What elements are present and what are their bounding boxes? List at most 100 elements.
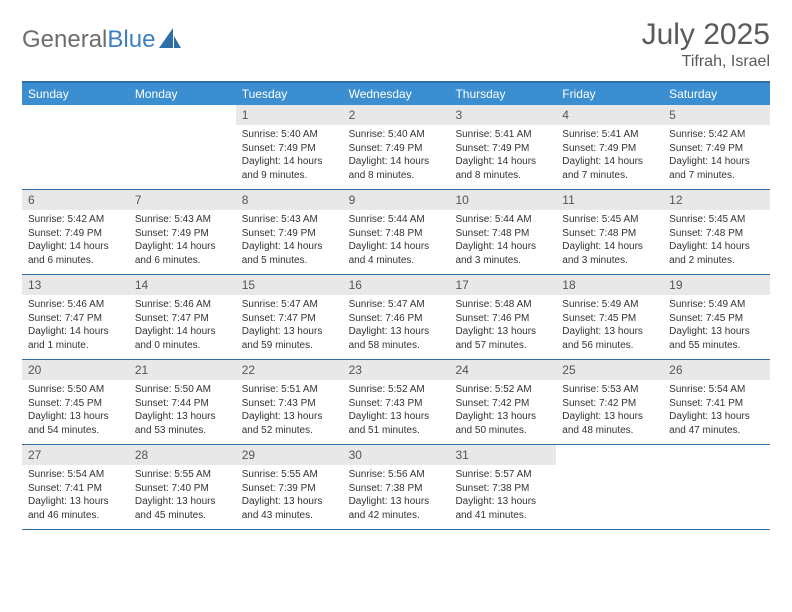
sunset-line: Sunset: 7:49 PM (669, 142, 764, 156)
day-cell: 11Sunrise: 5:45 AMSunset: 7:48 PMDayligh… (556, 190, 663, 274)
daylight-line: Daylight: 13 hours and 52 minutes. (242, 410, 337, 437)
day-number: 9 (343, 190, 450, 210)
day-number: 22 (236, 360, 343, 380)
day-cell: 7Sunrise: 5:43 AMSunset: 7:49 PMDaylight… (129, 190, 236, 274)
sunrise-line: Sunrise: 5:41 AM (562, 128, 657, 142)
day-cell: 25Sunrise: 5:53 AMSunset: 7:42 PMDayligh… (556, 360, 663, 444)
day-cell: 16Sunrise: 5:47 AMSunset: 7:46 PMDayligh… (343, 275, 450, 359)
week-row: 6Sunrise: 5:42 AMSunset: 7:49 PMDaylight… (22, 190, 770, 275)
day-cell: 8Sunrise: 5:43 AMSunset: 7:49 PMDaylight… (236, 190, 343, 274)
day-header: Thursday (449, 83, 556, 105)
day-body: Sunrise: 5:41 AMSunset: 7:49 PMDaylight:… (556, 125, 663, 188)
sunrise-line: Sunrise: 5:44 AM (455, 213, 550, 227)
day-number: 13 (22, 275, 129, 295)
day-body: Sunrise: 5:46 AMSunset: 7:47 PMDaylight:… (129, 295, 236, 358)
sunset-line: Sunset: 7:42 PM (455, 397, 550, 411)
daylight-line: Daylight: 14 hours and 8 minutes. (349, 155, 444, 182)
day-body: Sunrise: 5:43 AMSunset: 7:49 PMDaylight:… (129, 210, 236, 273)
sunset-line: Sunset: 7:49 PM (28, 227, 123, 241)
sunrise-line: Sunrise: 5:49 AM (669, 298, 764, 312)
day-body: Sunrise: 5:48 AMSunset: 7:46 PMDaylight:… (449, 295, 556, 358)
logo: GeneralBlue (22, 26, 181, 54)
day-number: 8 (236, 190, 343, 210)
sunrise-line: Sunrise: 5:42 AM (28, 213, 123, 227)
empty-cell (663, 445, 770, 529)
sunrise-line: Sunrise: 5:40 AM (242, 128, 337, 142)
day-cell: 24Sunrise: 5:52 AMSunset: 7:42 PMDayligh… (449, 360, 556, 444)
day-body: Sunrise: 5:47 AMSunset: 7:46 PMDaylight:… (343, 295, 450, 358)
header: GeneralBlue July 2025 Tifrah, Israel (22, 18, 770, 71)
sunset-line: Sunset: 7:40 PM (135, 482, 230, 496)
day-cell: 26Sunrise: 5:54 AMSunset: 7:41 PMDayligh… (663, 360, 770, 444)
day-cell: 12Sunrise: 5:45 AMSunset: 7:48 PMDayligh… (663, 190, 770, 274)
day-body: Sunrise: 5:40 AMSunset: 7:49 PMDaylight:… (343, 125, 450, 188)
day-header: Sunday (22, 83, 129, 105)
day-cell: 3Sunrise: 5:41 AMSunset: 7:49 PMDaylight… (449, 105, 556, 189)
sunset-line: Sunset: 7:48 PM (562, 227, 657, 241)
day-number: 29 (236, 445, 343, 465)
week-row: 13Sunrise: 5:46 AMSunset: 7:47 PMDayligh… (22, 275, 770, 360)
daylight-line: Daylight: 13 hours and 51 minutes. (349, 410, 444, 437)
location-label: Tifrah, Israel (642, 53, 770, 71)
daylight-line: Daylight: 14 hours and 4 minutes. (349, 240, 444, 267)
sunset-line: Sunset: 7:45 PM (669, 312, 764, 326)
daylight-line: Daylight: 13 hours and 48 minutes. (562, 410, 657, 437)
sunrise-line: Sunrise: 5:55 AM (135, 468, 230, 482)
sunrise-line: Sunrise: 5:40 AM (349, 128, 444, 142)
logo-text-1: General (22, 26, 107, 53)
day-body: Sunrise: 5:57 AMSunset: 7:38 PMDaylight:… (449, 465, 556, 528)
day-number: 18 (556, 275, 663, 295)
day-body: Sunrise: 5:42 AMSunset: 7:49 PMDaylight:… (22, 210, 129, 273)
day-body: Sunrise: 5:54 AMSunset: 7:41 PMDaylight:… (22, 465, 129, 528)
day-body: Sunrise: 5:55 AMSunset: 7:40 PMDaylight:… (129, 465, 236, 528)
sunset-line: Sunset: 7:48 PM (349, 227, 444, 241)
logo-text: GeneralBlue (22, 26, 155, 54)
daylight-line: Daylight: 13 hours and 54 minutes. (28, 410, 123, 437)
daylight-line: Daylight: 14 hours and 0 minutes. (135, 325, 230, 352)
daylight-line: Daylight: 13 hours and 56 minutes. (562, 325, 657, 352)
day-header: Saturday (663, 83, 770, 105)
daylight-line: Daylight: 13 hours and 42 minutes. (349, 495, 444, 522)
daylight-line: Daylight: 13 hours and 45 minutes. (135, 495, 230, 522)
sunset-line: Sunset: 7:47 PM (28, 312, 123, 326)
day-body: Sunrise: 5:53 AMSunset: 7:42 PMDaylight:… (556, 380, 663, 443)
day-cell: 20Sunrise: 5:50 AMSunset: 7:45 PMDayligh… (22, 360, 129, 444)
title-block: July 2025 Tifrah, Israel (642, 18, 770, 71)
day-header: Tuesday (236, 83, 343, 105)
sunrise-line: Sunrise: 5:52 AM (455, 383, 550, 397)
day-number: 10 (449, 190, 556, 210)
day-body: Sunrise: 5:50 AMSunset: 7:45 PMDaylight:… (22, 380, 129, 443)
day-cell: 14Sunrise: 5:46 AMSunset: 7:47 PMDayligh… (129, 275, 236, 359)
sunrise-line: Sunrise: 5:54 AM (669, 383, 764, 397)
sunrise-line: Sunrise: 5:53 AM (562, 383, 657, 397)
day-body: Sunrise: 5:52 AMSunset: 7:42 PMDaylight:… (449, 380, 556, 443)
day-cell: 27Sunrise: 5:54 AMSunset: 7:41 PMDayligh… (22, 445, 129, 529)
day-number: 3 (449, 105, 556, 125)
day-cell: 5Sunrise: 5:42 AMSunset: 7:49 PMDaylight… (663, 105, 770, 189)
day-body: Sunrise: 5:41 AMSunset: 7:49 PMDaylight:… (449, 125, 556, 188)
day-number: 1 (236, 105, 343, 125)
sunset-line: Sunset: 7:45 PM (562, 312, 657, 326)
day-cell: 15Sunrise: 5:47 AMSunset: 7:47 PMDayligh… (236, 275, 343, 359)
sunrise-line: Sunrise: 5:51 AM (242, 383, 337, 397)
sunrise-line: Sunrise: 5:41 AM (455, 128, 550, 142)
page-title: July 2025 (642, 18, 770, 51)
sunset-line: Sunset: 7:44 PM (135, 397, 230, 411)
day-number: 31 (449, 445, 556, 465)
sunset-line: Sunset: 7:41 PM (28, 482, 123, 496)
sunrise-line: Sunrise: 5:43 AM (242, 213, 337, 227)
empty-cell (129, 105, 236, 189)
daylight-line: Daylight: 13 hours and 41 minutes. (455, 495, 550, 522)
day-number: 19 (663, 275, 770, 295)
day-number: 4 (556, 105, 663, 125)
daylight-line: Daylight: 14 hours and 9 minutes. (242, 155, 337, 182)
day-number: 11 (556, 190, 663, 210)
sunset-line: Sunset: 7:48 PM (455, 227, 550, 241)
sunset-line: Sunset: 7:49 PM (242, 227, 337, 241)
day-cell: 18Sunrise: 5:49 AMSunset: 7:45 PMDayligh… (556, 275, 663, 359)
day-body: Sunrise: 5:56 AMSunset: 7:38 PMDaylight:… (343, 465, 450, 528)
daylight-line: Daylight: 14 hours and 7 minutes. (669, 155, 764, 182)
sunset-line: Sunset: 7:43 PM (349, 397, 444, 411)
sunset-line: Sunset: 7:49 PM (242, 142, 337, 156)
sunset-line: Sunset: 7:49 PM (562, 142, 657, 156)
